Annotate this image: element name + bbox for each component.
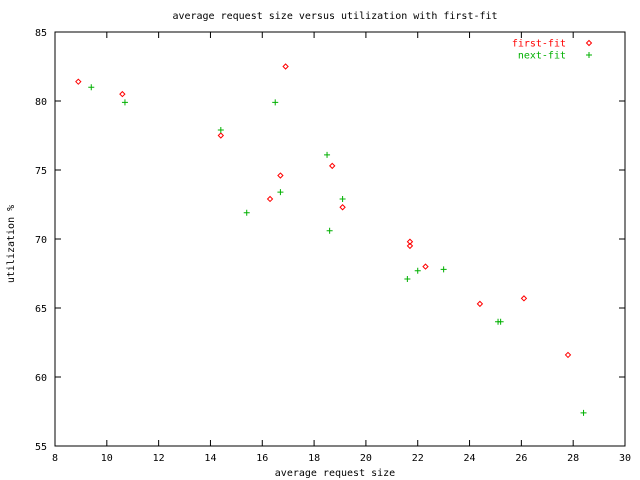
first-fit-point — [422, 263, 429, 270]
next-fit-point — [580, 409, 587, 416]
first-fit-point — [282, 63, 289, 70]
next-fit-point — [217, 126, 224, 133]
x-tick-label: 10 — [101, 453, 113, 464]
next-fit-point — [339, 195, 346, 202]
legend-label-first-fit: first-fit — [512, 39, 566, 50]
next-fit-point — [88, 84, 95, 91]
x-tick-label: 26 — [515, 453, 527, 464]
next-fit-point — [243, 209, 250, 216]
legend-marker-next-fit — [586, 52, 592, 58]
x-axis-label: average request size — [275, 468, 395, 479]
y-tick-label: 75 — [35, 166, 47, 177]
y-tick-label: 85 — [35, 28, 47, 39]
chart-title: average request size versus utilization … — [172, 11, 497, 22]
first-fit-point — [406, 242, 414, 250]
first-fit-point — [520, 295, 528, 302]
x-tick-label: 24 — [464, 453, 476, 464]
next-fit-point — [414, 267, 421, 274]
x-tick-label: 12 — [153, 453, 165, 464]
next-fit-point — [277, 189, 284, 196]
first-fit-point — [329, 162, 336, 170]
next-fit-point — [440, 266, 447, 273]
next-fit-point — [326, 227, 333, 234]
legend-marker-first-fit — [585, 39, 593, 47]
first-fit-point — [75, 78, 82, 85]
y-tick-label: 70 — [35, 235, 47, 246]
next-fit-point — [272, 99, 279, 106]
legend-label-next-fit: next-fit — [518, 51, 566, 62]
axis-ticks: 8 10 12 14 16 18 20 22 24 26 28 30 55 60 65 70 75 80 85 — [35, 28, 631, 464]
next-fit-point — [324, 151, 331, 158]
x-tick-label: 22 — [412, 453, 424, 464]
first-fit-point — [476, 300, 484, 308]
next-fit-point — [121, 99, 128, 106]
x-tick-label: 18 — [308, 453, 320, 464]
y-axis-label: utilization % — [6, 205, 17, 283]
first-fit-point — [277, 172, 284, 179]
x-tick-label: 28 — [567, 453, 579, 464]
plot-frame — [54, 31, 626, 447]
x-tick-label: 30 — [619, 453, 631, 464]
first-fit-point — [119, 90, 126, 98]
first-fit-point — [339, 204, 346, 211]
next-fit-point — [404, 276, 411, 283]
first-fit-point — [217, 132, 225, 139]
first-fit-point — [406, 238, 414, 245]
y-tick-label: 55 — [35, 442, 47, 453]
first-fit-point — [564, 351, 572, 359]
x-tick-label: 14 — [204, 453, 216, 464]
data-points — [75, 63, 587, 416]
first-fit-point — [266, 195, 274, 203]
x-tick-label: 8 — [52, 453, 58, 464]
next-fit-point — [497, 318, 504, 325]
x-tick-label: 20 — [360, 453, 372, 464]
x-tick-label: 16 — [256, 453, 268, 464]
y-tick-label: 80 — [35, 97, 47, 108]
y-tick-label: 60 — [35, 373, 47, 384]
y-tick-label: 65 — [35, 304, 47, 315]
